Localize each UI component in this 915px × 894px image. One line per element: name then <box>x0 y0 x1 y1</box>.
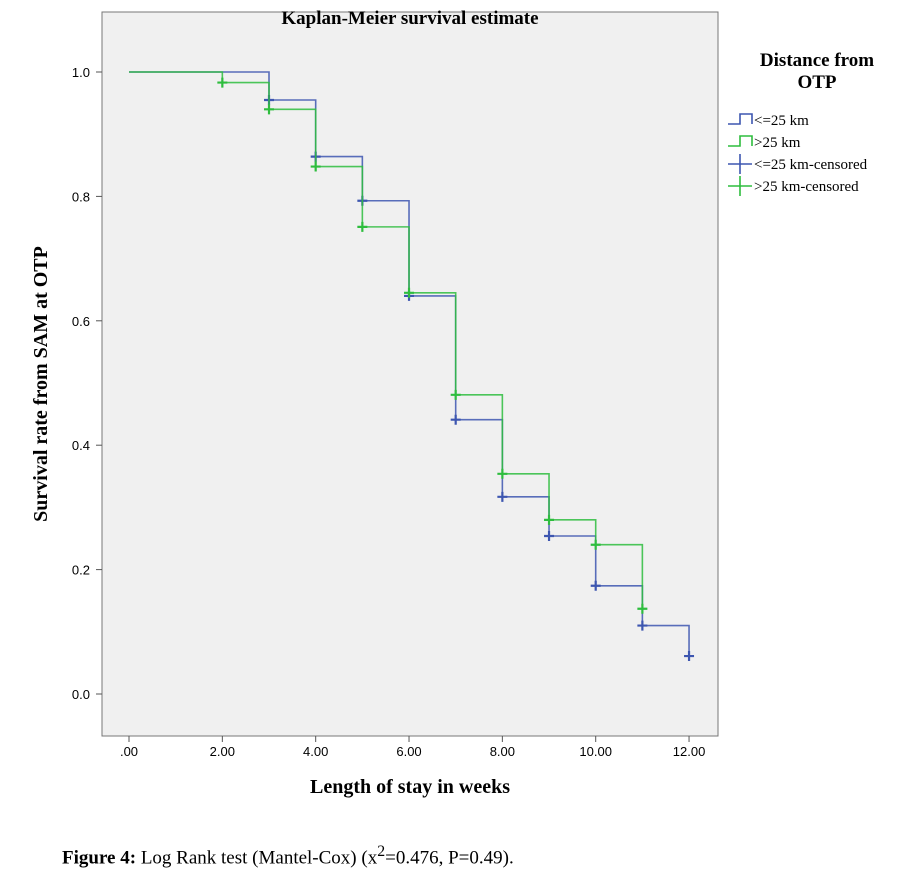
censor-mark <box>450 389 461 400</box>
y-axis-label: Survival rate from SAM at OTP <box>30 246 52 522</box>
caption-text: Log Rank test (Mantel-Cox) (x <box>136 847 378 869</box>
legend-censor-icon <box>728 176 752 196</box>
x-tick-label: 2.00 <box>210 744 235 759</box>
km-chart: Kaplan-Meier survival estimate Length of… <box>30 8 874 798</box>
legend-title-line1: Distance from <box>760 50 874 71</box>
y-tick-label: 0.2 <box>72 563 90 578</box>
censor-mark <box>497 491 508 502</box>
legend-censor-icon <box>728 154 752 174</box>
x-tick-label: 12.00 <box>673 744 706 759</box>
censor-mark <box>357 221 368 232</box>
caption-text-end: =0.476, P=0.49). <box>385 847 514 869</box>
legend-title: Distance from OTP <box>760 50 874 93</box>
y-tick-label: 0.8 <box>72 189 90 204</box>
legend-line-icon <box>728 135 753 147</box>
censor-mark <box>590 580 601 591</box>
x-tick-label: 8.00 <box>490 744 515 759</box>
censor-mark <box>450 414 461 425</box>
censor-mark <box>264 104 275 115</box>
chart-title: Kaplan-Meier survival estimate <box>281 8 538 29</box>
censor-mark <box>217 77 228 88</box>
censor-mark <box>310 161 321 172</box>
legend-line-icon <box>728 113 753 125</box>
y-tick-label: 0.4 <box>72 438 90 453</box>
censor-mark <box>684 651 695 662</box>
legend-title-line2: OTP <box>797 72 836 93</box>
y-tick-label: 0.6 <box>72 314 90 329</box>
legend-item: <=25 km-censored <box>754 157 868 173</box>
plot-area <box>101 11 719 737</box>
censor-mark <box>544 514 555 525</box>
x-tick-label: 6.00 <box>396 744 421 759</box>
censor-mark <box>497 468 508 479</box>
censor-mark <box>637 620 648 631</box>
y-tick-label: 0.0 <box>72 687 90 702</box>
censor-mark <box>404 287 415 298</box>
caption-label: Figure 4: <box>62 847 137 869</box>
x-tick-label: 10.00 <box>579 744 612 759</box>
x-tick-label: 4.00 <box>303 744 328 759</box>
caption-sup: 2 <box>377 843 386 860</box>
x-axis-label: Length of stay in weeks <box>310 776 510 798</box>
censor-mark <box>637 603 648 614</box>
censor-mark <box>590 539 601 550</box>
legend-item: >25 km-censored <box>754 179 859 195</box>
y-tick-label: 1.0 <box>72 65 90 80</box>
legend-item: <=25 km <box>754 113 809 129</box>
censor-mark <box>544 531 555 542</box>
figure-caption: Figure 4: Log Rank test (Mantel-Cox) (x2… <box>62 843 514 869</box>
legend-item: >25 km <box>754 135 801 151</box>
x-tick-label: .00 <box>120 744 138 759</box>
